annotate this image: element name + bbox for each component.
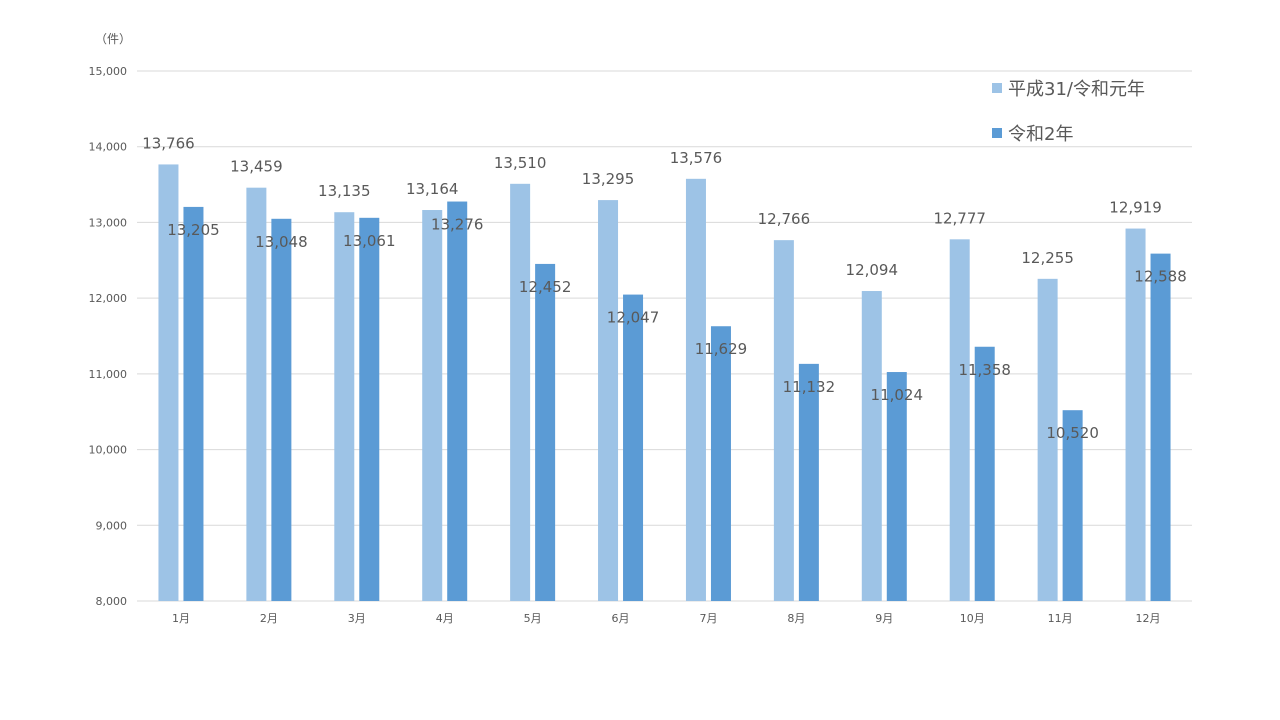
y-tick-label: 9,000 (96, 519, 128, 532)
bar-2019 (1037, 278, 1058, 601)
legend-swatch-2020 (992, 128, 1002, 138)
data-label-2020: 13,061 (343, 232, 396, 250)
bar-2020 (1062, 410, 1083, 601)
x-tick-label: 2月 (260, 612, 278, 625)
data-label-2020: 12,047 (607, 309, 660, 327)
data-label-2019: 13,459 (230, 158, 283, 176)
data-label-2020: 11,629 (695, 340, 748, 358)
legend-swatch-2019 (992, 83, 1002, 93)
bar-2019 (422, 210, 443, 602)
x-tick-label: 11月 (1048, 612, 1073, 625)
y-tick-label: 15,000 (89, 65, 128, 78)
legend-item-2020: 令和2年 (992, 121, 1145, 145)
data-label-2019: 13,576 (670, 149, 723, 167)
data-label-2020: 10,520 (1046, 424, 1099, 442)
data-label-2019: 12,094 (846, 261, 899, 279)
legend: 平成31/令和元年 令和2年 (992, 76, 1145, 166)
bar-2019 (334, 212, 355, 601)
bar-2019 (949, 239, 970, 601)
x-tick-label: 1月 (172, 612, 190, 625)
data-label-2019: 13,164 (406, 180, 459, 198)
bar-2019 (1125, 228, 1146, 601)
y-tick-label: 14,000 (89, 141, 128, 154)
bar-2020 (974, 346, 995, 601)
x-tick-label: 5月 (524, 612, 542, 625)
bar-2019 (158, 164, 179, 601)
data-label-2019: 12,255 (1021, 249, 1074, 267)
data-label-2020: 12,452 (519, 278, 572, 296)
bar-2020 (447, 201, 468, 601)
bar-2020 (271, 218, 292, 601)
data-label-2019: 12,919 (1109, 199, 1162, 217)
x-tick-label: 8月 (787, 612, 805, 625)
x-tick-label: 10月 (960, 612, 985, 625)
legend-item-2019: 平成31/令和元年 (992, 76, 1145, 100)
bar-2019 (861, 291, 882, 601)
data-label-2019: 12,766 (758, 210, 811, 228)
x-tick-label: 4月 (436, 612, 454, 625)
bar-2020 (623, 294, 644, 601)
x-tick-label: 7月 (699, 612, 717, 625)
data-label-2019: 13,766 (142, 134, 195, 152)
data-label-2019: 12,777 (933, 209, 986, 227)
bar-2020 (798, 363, 819, 601)
data-label-2020: 11,024 (871, 386, 924, 404)
bar-2019 (510, 183, 531, 602)
data-label-2020: 11,132 (783, 378, 836, 396)
x-tick-label: 12月 (1136, 612, 1161, 625)
bar-2020 (1150, 253, 1171, 601)
legend-label-2019: 平成31/令和元年 (1008, 79, 1145, 100)
x-tick-label: 3月 (348, 612, 366, 625)
y-tick-label: 13,000 (89, 216, 128, 229)
data-label-2020: 13,048 (255, 233, 308, 251)
data-label-2019: 13,295 (582, 170, 635, 188)
bar-2019 (685, 178, 706, 601)
bar-2019 (773, 240, 794, 601)
bar-2019 (246, 187, 267, 601)
y-tick-label: 12,000 (89, 292, 128, 305)
data-label-2020: 13,205 (167, 221, 220, 239)
x-tick-label: 9月 (875, 612, 893, 625)
data-label-2020: 12,588 (1134, 268, 1187, 286)
data-label-2020: 11,358 (958, 361, 1011, 379)
y-axis-unit-label: （件） (95, 32, 132, 46)
bar-2020 (359, 217, 380, 601)
bar-2020 (886, 372, 907, 601)
y-tick-label: 11,000 (89, 368, 128, 381)
y-tick-label: 10,000 (89, 444, 128, 457)
bar-2020 (535, 263, 556, 601)
data-label-2019: 13,135 (318, 182, 371, 200)
legend-label-2020: 令和2年 (1008, 124, 1074, 145)
data-label-2019: 13,510 (494, 154, 547, 172)
bar-2019 (598, 200, 619, 602)
x-tick-label: 6月 (612, 612, 630, 625)
y-tick-label: 8,000 (96, 595, 128, 608)
data-label-2020: 13,276 (431, 216, 484, 234)
bar-2020 (183, 206, 204, 601)
bar-2020 (710, 326, 731, 601)
